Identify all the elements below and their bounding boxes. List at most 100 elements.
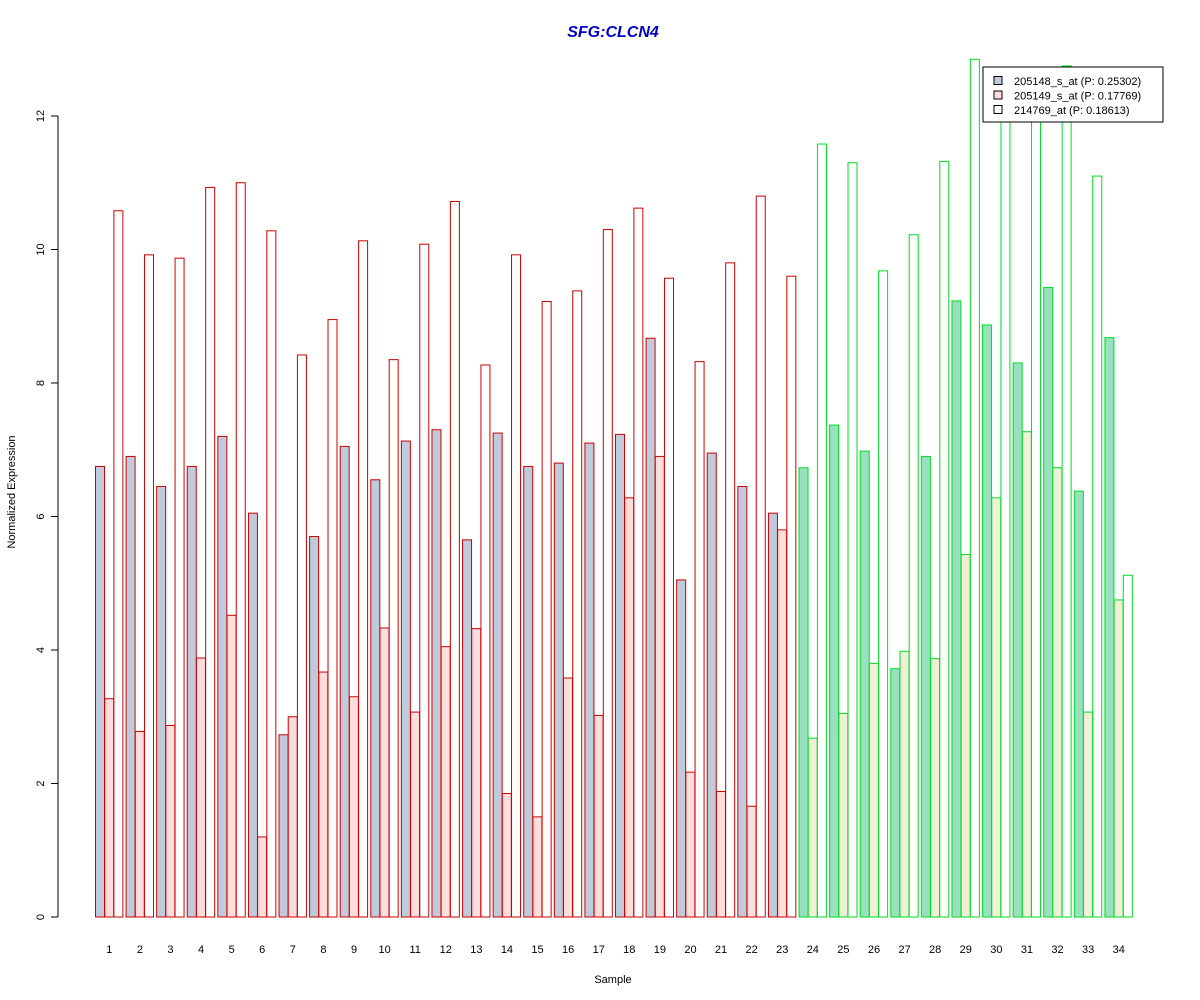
x-tick-label: 24 <box>807 944 819 956</box>
bar <box>125 455 136 918</box>
bar <box>134 730 145 918</box>
bar <box>807 737 818 918</box>
bar <box>278 734 289 918</box>
x-tick-label: 33 <box>1082 944 1094 956</box>
x-tick-label: 26 <box>868 944 880 956</box>
x-tick-label: 23 <box>776 944 788 956</box>
bar <box>829 424 840 918</box>
bar <box>563 677 574 918</box>
x-tick-label: 22 <box>746 944 758 956</box>
bar <box>654 455 665 918</box>
bar <box>951 300 962 918</box>
bar <box>899 650 910 918</box>
bar <box>113 210 124 918</box>
bar <box>235 182 246 918</box>
bar <box>859 450 870 918</box>
legend-entry: 205148_s_at (P: 0.25302) <box>1014 76 1141 88</box>
x-tick-label: 10 <box>378 944 390 956</box>
x-tick-label: 28 <box>929 944 941 956</box>
bar <box>572 290 583 918</box>
x-tick-label: 15 <box>531 944 543 956</box>
bar <box>480 364 491 918</box>
bar <box>624 497 635 918</box>
bar <box>327 319 338 918</box>
bar <box>449 200 460 918</box>
x-tick-label: 29 <box>960 944 972 956</box>
bar <box>553 462 564 918</box>
bar <box>602 228 613 918</box>
bar <box>737 485 748 918</box>
bar <box>431 429 442 918</box>
bar <box>890 668 901 918</box>
legend-entry: 205149_s_at (P: 0.17769) <box>1014 91 1141 103</box>
y-tick-label: 10 <box>35 243 47 255</box>
x-tick-label: 11 <box>409 944 420 956</box>
x-axis-label: Sample <box>594 974 631 986</box>
x-tick-label: 27 <box>898 944 910 956</box>
bar <box>663 277 674 918</box>
bar <box>388 359 399 918</box>
bar <box>593 714 604 918</box>
bar <box>370 479 381 918</box>
bar <box>725 262 736 918</box>
chart-title: SFG:CLCN4 <box>567 24 659 41</box>
legend-entry: 214769_at (P: 0.18613) <box>1014 105 1130 117</box>
bar <box>1000 115 1011 918</box>
bar <box>257 836 268 918</box>
bar <box>1083 711 1094 918</box>
bar <box>816 143 827 918</box>
bar <box>798 467 809 918</box>
x-tick-label: 17 <box>593 944 605 956</box>
x-tick-label: 14 <box>501 944 513 956</box>
bar <box>584 442 595 918</box>
bar <box>908 234 919 918</box>
y-tick-label: 0 <box>35 914 47 920</box>
bar <box>94 465 105 918</box>
x-tick-label: 25 <box>837 944 849 956</box>
bar <box>1043 287 1054 918</box>
y-tick-label: 12 <box>35 110 47 122</box>
bar <box>217 435 228 918</box>
bar <box>296 354 307 918</box>
bar <box>1021 431 1032 918</box>
x-tick-label: 7 <box>290 944 296 956</box>
bar <box>358 240 369 918</box>
bar <box>777 529 788 918</box>
bars-group <box>94 58 1133 918</box>
bar <box>1061 65 1072 918</box>
bar <box>868 662 879 918</box>
bar <box>532 816 543 918</box>
y-tick-label: 6 <box>35 513 47 519</box>
bar <box>685 771 696 918</box>
bar <box>969 58 980 918</box>
bar <box>174 257 185 918</box>
bar <box>523 465 534 918</box>
x-tick-label: 32 <box>1051 944 1063 956</box>
y-axis-label: Normalized Expression <box>6 435 18 548</box>
bar <box>266 230 277 918</box>
bar <box>541 301 552 918</box>
bar <box>156 485 167 918</box>
bar <box>462 539 473 918</box>
bar <box>309 536 320 918</box>
y-axis: 0 2 4 6 8 10 12 <box>35 110 59 920</box>
x-tick-label: 30 <box>990 944 1002 956</box>
bar <box>960 554 971 918</box>
bar <box>205 186 216 918</box>
bar <box>1073 490 1084 918</box>
bar <box>186 465 197 918</box>
x-tick-label: 9 <box>351 944 357 956</box>
bar <box>165 724 176 918</box>
bar <box>1122 574 1133 918</box>
y-tick-label: 4 <box>35 647 47 653</box>
bar <box>767 512 778 918</box>
bar <box>226 614 237 918</box>
bar <box>318 671 329 918</box>
bar <box>348 696 359 918</box>
legend: 205148_s_at (P: 0.25302) 205149_s_at (P: … <box>982 66 1164 123</box>
bar <box>339 445 350 918</box>
bar <box>440 646 451 918</box>
x-tick-label: 16 <box>562 944 574 956</box>
bar <box>419 243 430 918</box>
